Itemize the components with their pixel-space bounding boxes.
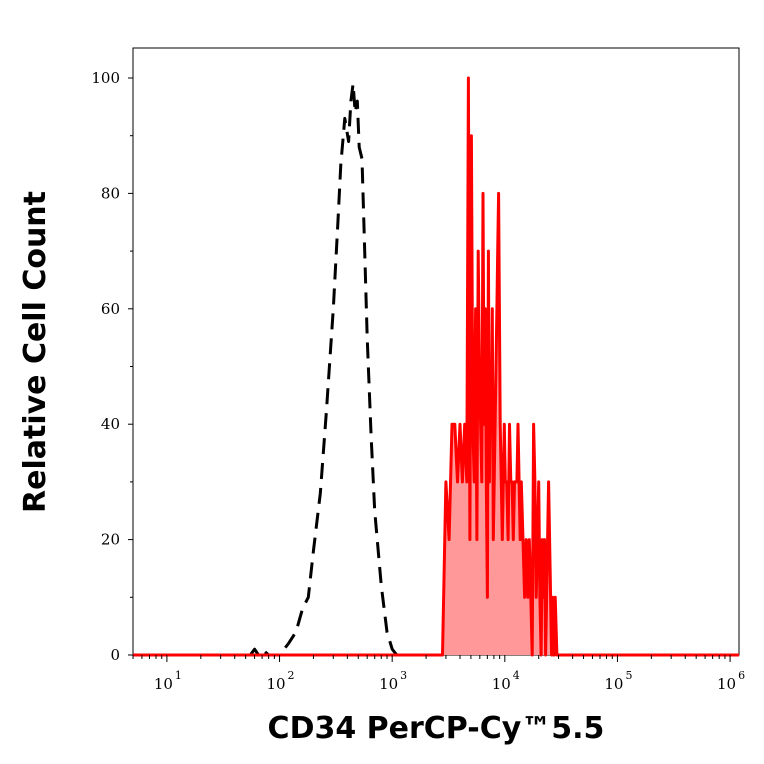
x-axis-ticks: 10 1 10 2 10 3 10 4 10 5 10 6 xyxy=(132,655,745,693)
x-tick-exponent: 6 xyxy=(738,669,745,682)
series-layer xyxy=(133,76,739,657)
y-tick-label: 100 xyxy=(91,69,120,87)
y-tick-label: 80 xyxy=(101,184,120,202)
y-axis-ticks: 0 20 40 60 80 100 xyxy=(91,69,133,664)
x-axis-title: CD34 PerCP-Cy™5.5 xyxy=(268,711,605,746)
plot-frame xyxy=(132,47,740,656)
x-tick-label: 10 xyxy=(379,675,398,693)
x-tick-exponent: 3 xyxy=(400,669,407,682)
y-axis-title: Relative Cell Count xyxy=(18,191,53,513)
series-0-line xyxy=(249,82,398,657)
x-tick-label: 10 xyxy=(492,675,511,693)
y-tick-label: 20 xyxy=(101,531,120,549)
x-tick-label: 10 xyxy=(266,675,285,693)
x-tick-label: 10 xyxy=(154,675,173,693)
x-tick-label: 10 xyxy=(604,675,623,693)
x-tick-label: 10 xyxy=(717,675,736,693)
y-tick-label: 60 xyxy=(101,300,120,318)
y-tick-label: 0 xyxy=(110,646,120,664)
series-1-line xyxy=(133,76,739,657)
series-1-area xyxy=(133,78,739,655)
x-tick-exponent: 1 xyxy=(175,669,182,682)
y-tick-label: 40 xyxy=(101,415,120,433)
x-tick-exponent: 4 xyxy=(513,669,520,682)
x-tick-exponent: 5 xyxy=(625,669,632,682)
x-tick-exponent: 2 xyxy=(288,669,295,682)
